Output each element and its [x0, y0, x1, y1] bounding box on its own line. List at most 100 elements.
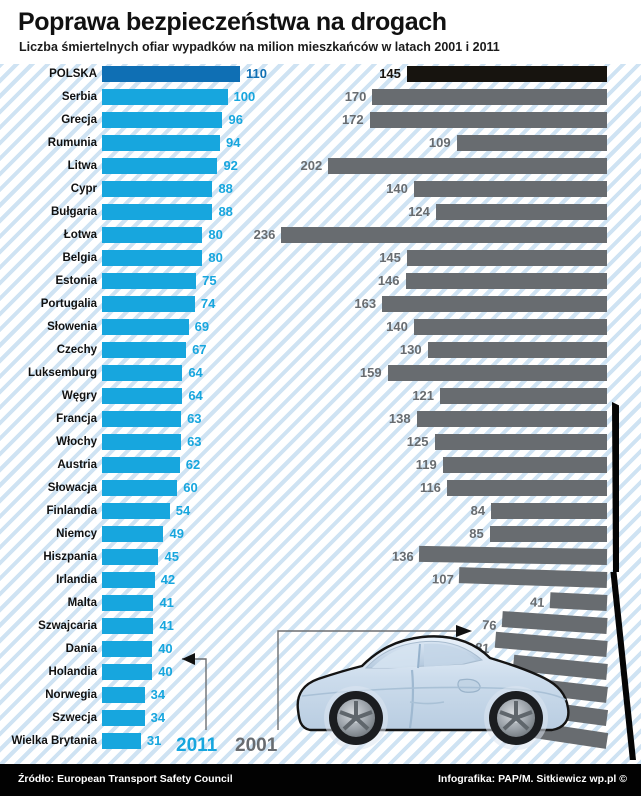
bar-2011: [102, 158, 218, 174]
value-2001: 124: [408, 204, 430, 219]
bar-2011: [102, 319, 189, 335]
country-label: Portugalia: [40, 298, 97, 310]
chart-row: Irlandia 42 107: [0, 567, 641, 594]
country-label: Słowenia: [47, 321, 97, 333]
bar-2001-group: 41: [280, 592, 620, 617]
chart-row: Rumunia 94 109: [0, 134, 641, 157]
bar-2001: [434, 434, 607, 450]
value-2011: 45: [164, 549, 179, 564]
bar-2001-group: 236: [254, 226, 620, 249]
bar-2011: [102, 434, 182, 450]
bar-2001: [427, 342, 607, 358]
chart-row: Węgry 64 121: [0, 387, 641, 410]
country-label: Rumunia: [47, 137, 97, 149]
country-label: Belgia: [62, 252, 97, 264]
bar-2011: [102, 733, 141, 749]
value-2001: 116: [419, 480, 441, 495]
bar-2001: [435, 204, 607, 220]
value-2001: 159: [359, 365, 382, 380]
value-2001: 136: [391, 548, 414, 564]
country-label: Łotwa: [63, 229, 97, 241]
bar-2001-group: 138: [280, 410, 620, 433]
country-label: Finlandia: [46, 505, 97, 517]
country-label: Hiszpania: [43, 551, 97, 563]
bar-2001-group: 116: [280, 479, 620, 502]
bar-2001-group: 130: [280, 341, 620, 364]
bar-2011: [102, 618, 154, 634]
bar-2011: [102, 457, 180, 473]
country-label: Szwecja: [52, 712, 97, 724]
front-wheel: [484, 686, 548, 750]
value-2011: 62: [185, 457, 201, 472]
bar-2001-group: 140: [280, 318, 620, 341]
legend-label-2001: 2001: [235, 735, 278, 756]
bar-2011: [102, 595, 154, 611]
value-2001: 202: [300, 158, 323, 173]
bar-2001: [446, 480, 607, 496]
country-label: Austria: [57, 459, 97, 471]
bar-2011: [102, 89, 228, 105]
bar-2011: [102, 687, 145, 703]
bar-2001-group: 119: [280, 456, 620, 479]
legend-label-2011: 2011: [176, 735, 218, 756]
value-2001: 140: [386, 181, 408, 196]
bar-2001: [456, 135, 607, 151]
bar-2001: [405, 273, 607, 289]
country-label: Bułgaria: [50, 206, 97, 218]
country-label: Estonia: [55, 275, 97, 287]
bar-2011: [102, 135, 220, 151]
value-2011: 42: [160, 572, 176, 587]
value-2001: 125: [406, 434, 429, 449]
bar-chart-plot: POLSKA 110 145 Serbia 100 170 Grecja 96 172 Rumun…: [0, 64, 641, 764]
country-label: Cypr: [70, 183, 97, 195]
value-2011: 60: [183, 480, 198, 495]
value-2011: 80: [208, 250, 223, 265]
country-label: Francja: [56, 413, 97, 425]
bar-2001: [416, 411, 607, 427]
chart-row: Dania 40 81: [0, 631, 641, 663]
chart-row: Niemcy 49 85: [0, 525, 641, 548]
bar-2011: [102, 296, 195, 312]
bar-2011: [102, 66, 241, 82]
chart-row: Czechy 67 130: [0, 341, 641, 364]
value-2011: 40: [158, 641, 173, 656]
header: Poprawa bezpieczeństwa na drogach Liczba…: [0, 0, 641, 64]
value-2001: 172: [341, 112, 364, 127]
value-2011: 34: [150, 687, 166, 702]
bar-2001-group: 125: [280, 433, 620, 456]
bar-2001: [372, 89, 607, 105]
value-2011: 54: [175, 503, 191, 518]
country-label: POLSKA: [49, 68, 97, 80]
chart-row: Estonia 75 146: [0, 272, 641, 295]
rear-wheel: [324, 686, 388, 750]
bar-2001-group: 202: [280, 157, 620, 180]
page-subtitle: Liczba śmiertelnych ofiar wypadków na mi…: [19, 40, 500, 54]
value-2011: 49: [169, 526, 184, 541]
bar-2001: [369, 112, 607, 128]
bar-2001: [419, 545, 608, 565]
bar-2001-group: 85: [280, 525, 620, 548]
car-illustration: [296, 635, 570, 750]
chart-row: Luksemburg 64 159: [0, 364, 641, 387]
value-2011: 31: [146, 733, 162, 748]
value-2011: 41: [159, 618, 174, 633]
bar-2011: [102, 112, 223, 128]
chart-row: Portugalia 74 163: [0, 295, 641, 318]
chart-row: Belgia 80 145: [0, 249, 641, 272]
bar-2001: [459, 567, 608, 588]
country-label: Węgry: [61, 390, 97, 402]
bar-2001-group: 136: [280, 545, 620, 571]
country-label: Niemcy: [56, 528, 97, 540]
bar-2001: [440, 388, 607, 404]
value-2001: 119: [415, 457, 437, 472]
bar-2001-group: 121: [280, 387, 620, 410]
chart-row: Szwecja3460: [0, 699, 641, 732]
value-2011: 96: [228, 112, 243, 127]
bar-2001: [491, 503, 607, 519]
chart-row: Finlandia 54 84: [0, 502, 641, 525]
bar-2001: [382, 296, 607, 312]
country-label: Norwegia: [45, 689, 97, 701]
value-2011: 88: [218, 181, 233, 196]
chart-row: Bułgaria 88 124: [0, 203, 641, 226]
chart-row: Szwajcaria 41 76: [0, 611, 641, 640]
